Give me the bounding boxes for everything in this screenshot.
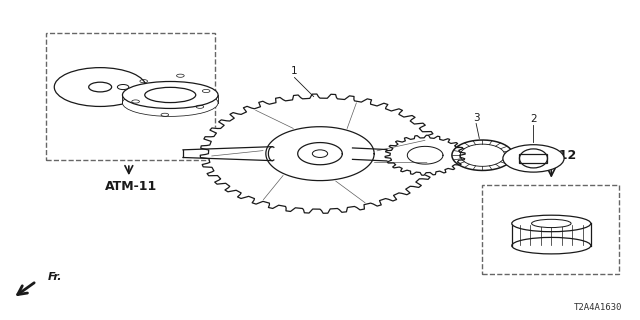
Text: ATM-11: ATM-11 xyxy=(104,180,157,194)
Polygon shape xyxy=(385,135,465,175)
Ellipse shape xyxy=(122,82,218,108)
Polygon shape xyxy=(512,223,591,246)
Polygon shape xyxy=(200,94,440,213)
Text: 3: 3 xyxy=(473,113,479,123)
Ellipse shape xyxy=(122,89,218,116)
Bar xyxy=(483,185,620,274)
Ellipse shape xyxy=(145,87,196,103)
Ellipse shape xyxy=(512,215,591,232)
Bar xyxy=(46,33,215,160)
Ellipse shape xyxy=(503,145,564,172)
Ellipse shape xyxy=(117,84,129,90)
Ellipse shape xyxy=(54,68,146,107)
Text: 2: 2 xyxy=(530,114,537,124)
Ellipse shape xyxy=(89,82,111,92)
Ellipse shape xyxy=(532,219,571,228)
Ellipse shape xyxy=(512,237,591,254)
Text: T2A4A1630: T2A4A1630 xyxy=(574,303,623,312)
Text: 1: 1 xyxy=(291,66,298,76)
Polygon shape xyxy=(177,147,266,161)
Text: Fr.: Fr. xyxy=(47,272,62,282)
Text: ATM-12: ATM-12 xyxy=(525,148,577,162)
Ellipse shape xyxy=(520,149,547,168)
